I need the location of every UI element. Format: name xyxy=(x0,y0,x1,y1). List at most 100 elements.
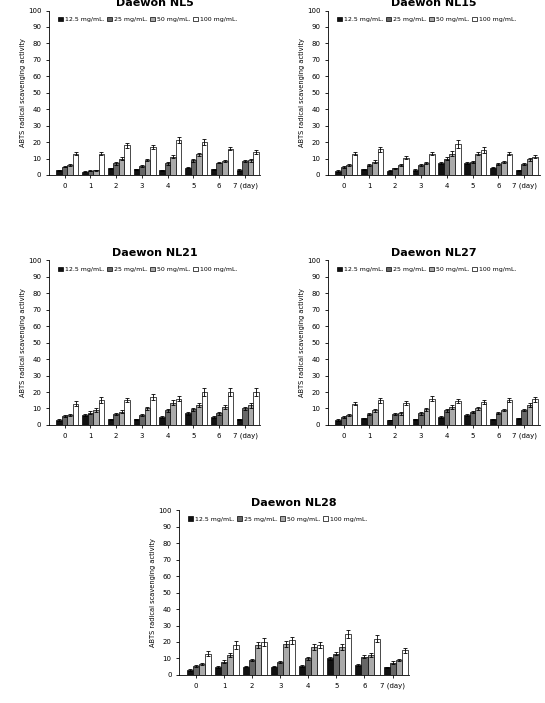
Bar xyxy=(490,167,495,175)
Bar xyxy=(328,659,334,675)
Bar xyxy=(390,662,396,675)
Bar xyxy=(475,154,481,175)
Bar xyxy=(185,413,191,425)
Bar xyxy=(193,666,199,675)
Bar xyxy=(455,401,461,425)
Bar xyxy=(242,161,248,175)
Bar xyxy=(171,157,176,175)
Bar xyxy=(88,413,93,425)
Bar xyxy=(413,419,418,425)
Bar xyxy=(227,148,233,175)
Bar xyxy=(475,408,481,425)
Bar xyxy=(150,397,156,425)
Bar xyxy=(211,417,216,425)
Bar xyxy=(444,410,450,425)
Bar xyxy=(347,415,352,425)
Bar xyxy=(243,666,249,675)
Bar xyxy=(176,399,181,425)
Bar xyxy=(335,420,341,425)
Bar xyxy=(305,659,311,675)
Bar xyxy=(522,410,527,425)
Bar xyxy=(191,160,196,175)
Bar xyxy=(249,660,255,675)
Bar xyxy=(532,157,538,175)
Bar xyxy=(470,412,475,425)
Bar xyxy=(144,408,150,425)
Title: Daewon NL5: Daewon NL5 xyxy=(116,0,193,8)
Title: Daewon NL15: Daewon NL15 xyxy=(391,0,476,8)
Bar xyxy=(299,666,305,675)
Bar xyxy=(93,170,99,175)
Bar xyxy=(372,162,378,175)
Bar xyxy=(507,400,512,425)
Bar xyxy=(481,150,486,175)
Bar xyxy=(82,415,88,425)
Bar xyxy=(372,410,378,425)
Legend: 12.5 mg/mL., 25 mg/mL., 50 mg/mL., 100 mg/mL.: 12.5 mg/mL., 25 mg/mL., 50 mg/mL., 100 m… xyxy=(56,15,238,23)
Bar xyxy=(378,400,383,425)
Bar xyxy=(355,665,361,675)
Bar xyxy=(527,405,532,425)
Bar xyxy=(253,152,259,175)
Bar xyxy=(361,418,367,425)
Bar xyxy=(191,409,196,425)
Bar xyxy=(99,400,104,425)
Bar xyxy=(199,664,205,675)
Bar xyxy=(361,169,367,175)
Bar xyxy=(221,662,227,675)
Bar xyxy=(185,167,191,175)
Bar xyxy=(311,647,317,675)
Bar xyxy=(392,169,398,175)
Bar xyxy=(56,420,62,425)
Bar xyxy=(396,660,402,675)
Bar xyxy=(398,413,403,425)
Bar xyxy=(373,639,379,675)
Bar xyxy=(352,154,358,175)
Bar xyxy=(277,662,283,675)
Bar xyxy=(429,154,435,175)
Bar xyxy=(216,413,222,425)
Title: Daewon NL28: Daewon NL28 xyxy=(251,498,337,508)
Title: Daewon NL27: Daewon NL27 xyxy=(391,248,477,258)
Bar xyxy=(248,405,253,425)
Bar xyxy=(159,170,165,175)
Bar xyxy=(384,667,390,675)
Bar xyxy=(93,410,99,425)
Bar xyxy=(423,409,429,425)
Bar xyxy=(335,171,341,175)
Bar xyxy=(73,404,78,425)
Y-axis label: ABTS radical scavenging activity: ABTS radical scavenging activity xyxy=(20,288,26,397)
Bar xyxy=(67,415,73,425)
Bar xyxy=(222,161,227,175)
Bar xyxy=(159,417,165,425)
Bar xyxy=(429,399,435,425)
Bar xyxy=(495,413,501,425)
Bar xyxy=(82,172,88,175)
Bar xyxy=(438,417,444,425)
Bar xyxy=(108,419,113,425)
Bar xyxy=(205,654,211,675)
Bar xyxy=(222,407,227,425)
Y-axis label: ABTS radical scavenging activity: ABTS radical scavenging activity xyxy=(20,39,26,147)
Bar xyxy=(283,644,289,675)
Bar xyxy=(215,666,221,675)
Title: Daewon NL21: Daewon NL21 xyxy=(112,248,198,258)
Bar xyxy=(119,412,124,425)
Bar xyxy=(253,392,259,425)
Legend: 12.5 mg/mL., 25 mg/mL., 50 mg/mL., 100 mg/mL.: 12.5 mg/mL., 25 mg/mL., 50 mg/mL., 100 m… xyxy=(187,515,369,523)
Bar xyxy=(501,162,507,175)
Bar xyxy=(341,167,347,175)
Bar xyxy=(108,169,113,175)
Legend: 12.5 mg/mL., 25 mg/mL., 50 mg/mL., 100 mg/mL.: 12.5 mg/mL., 25 mg/mL., 50 mg/mL., 100 m… xyxy=(56,265,238,273)
Bar xyxy=(227,655,233,675)
Bar xyxy=(361,657,367,675)
Bar xyxy=(341,417,347,425)
Bar xyxy=(134,169,139,175)
Bar xyxy=(165,410,171,425)
Legend: 12.5 mg/mL., 25 mg/mL., 50 mg/mL., 100 mg/mL.: 12.5 mg/mL., 25 mg/mL., 50 mg/mL., 100 m… xyxy=(336,265,518,273)
Y-axis label: ABTS radical scavenging activity: ABTS radical scavenging activity xyxy=(299,288,305,397)
Bar xyxy=(450,407,455,425)
Bar xyxy=(387,420,392,425)
Bar xyxy=(495,165,501,175)
Bar xyxy=(134,419,139,425)
